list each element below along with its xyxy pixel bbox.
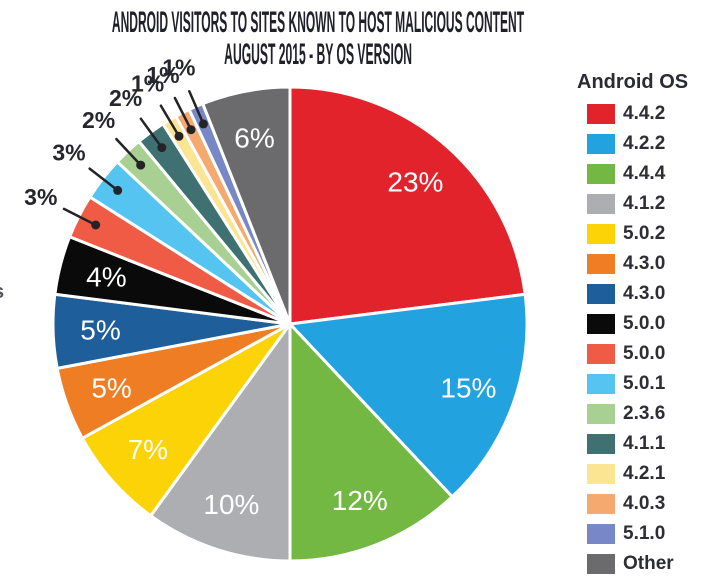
- callout-percentage-label: 2%: [109, 85, 142, 111]
- legend-label: 5.0.0: [623, 343, 666, 364]
- legend-swatch: [587, 494, 615, 514]
- legend-swatch: [587, 554, 615, 574]
- callout-line: [88, 167, 119, 192]
- callout-dot: [198, 119, 208, 129]
- legend-label: 5.1.0: [623, 523, 666, 544]
- callout-dot: [91, 220, 101, 230]
- pie-slice-4.1.2: [149, 322, 292, 563]
- legend-item-Other: Other: [587, 549, 719, 579]
- legend-label: 5.0.0: [623, 313, 666, 334]
- callout-percentage-label: 1%: [146, 62, 179, 88]
- callout-dot: [186, 125, 196, 135]
- legend: Android OS 4.4.2 4.2.2 4.4.4 4.1.2 5.0.2 4.3.…: [577, 71, 719, 579]
- callout-percentage-label: 1%: [131, 70, 164, 96]
- slice-percentage-label: 5%: [80, 315, 120, 346]
- pie-slice-5.0.2: [80, 322, 292, 518]
- legend-label: Other: [623, 553, 674, 574]
- chart-title-line2-text: AUGUST 2015 - BY OS VERSION: [224, 38, 412, 71]
- legend-item-4.2.1: 4.2.1: [587, 459, 719, 489]
- slice-percentage-label: 15%: [440, 373, 496, 404]
- callout-line: [188, 90, 205, 126]
- pie-slice-Other: [201, 85, 292, 326]
- legend-item-4.4.2: 4.4.2: [587, 99, 719, 129]
- legend-swatch: [587, 194, 615, 214]
- legend-label: 4.3.0: [623, 283, 666, 304]
- chart-title: ANDROID VISITORS TO SITES KNOWN TO HOST …: [0, 6, 720, 73]
- pie-slice-4.2.2: [288, 292, 529, 499]
- legend-label: 4.4.2: [623, 103, 666, 124]
- legend-label: 4.3.0: [623, 253, 666, 274]
- pie-slice-4.4.4: [288, 322, 454, 563]
- clipped-text-fragment: s: [0, 281, 4, 304]
- legend-label: 4.2.2: [623, 133, 666, 154]
- slice-percentage-label: 6%: [234, 122, 274, 153]
- legend-label: 2.3.6: [623, 403, 666, 424]
- legend-label: 4.4.4: [623, 163, 666, 184]
- legend-item-5.1.0: 5.1.0: [587, 519, 719, 549]
- legend-item-4.1.1: 4.1.1: [587, 429, 719, 459]
- slice-percentage-label: 23%: [387, 166, 443, 197]
- callout-percentage-label: 3%: [52, 140, 85, 166]
- chart-title-line1-text: ANDROID VISITORS TO SITES KNOWN TO HOST …: [111, 6, 525, 39]
- legend-swatch: [587, 104, 615, 124]
- legend-swatch: [587, 224, 615, 244]
- callout-dot: [136, 160, 146, 170]
- legend-swatch: [587, 254, 615, 274]
- callout-percentage-label: 1%: [162, 54, 195, 80]
- slice-percentage-label: 5%: [91, 373, 131, 404]
- legend-swatch: [587, 314, 615, 334]
- legend-item-4.3.0: 4.3.0: [587, 279, 719, 309]
- legend-label: 4.0.3: [623, 493, 666, 514]
- legend-item-4.0.3: 4.0.3: [587, 489, 719, 519]
- legend-swatch: [587, 284, 615, 304]
- legend-swatch: [587, 344, 615, 364]
- slice-percentage-label: 4%: [86, 261, 126, 292]
- legend-label: 4.1.2: [623, 193, 666, 214]
- legend-item-4.1.2: 4.1.2: [587, 189, 719, 219]
- slice-percentage-label: 7%: [128, 434, 168, 465]
- chart-title-line1: ANDROID VISITORS TO SITES KNOWN TO HOST …: [0, 6, 720, 41]
- callout-dot: [157, 143, 167, 153]
- legend-swatch: [587, 134, 615, 154]
- legend-item-5.0.2: 5.0.2: [587, 219, 719, 249]
- callout-percentage-label: 2%: [82, 107, 115, 133]
- legend-swatch: [587, 404, 615, 424]
- legend-swatch: [587, 374, 615, 394]
- legend-item-4.2.2: 4.2.2: [587, 129, 719, 159]
- slice-percentage-label: 10%: [203, 489, 259, 520]
- legend-label: 4.2.1: [623, 463, 666, 484]
- legend-swatch: [587, 464, 615, 484]
- callout-line: [173, 96, 193, 131]
- legend-rows: 4.4.2 4.2.2 4.4.4 4.1.2 5.0.2 4.3.0 4.3.0 5.0.0…: [577, 99, 719, 579]
- legend-swatch: [587, 164, 615, 184]
- callout-dot: [174, 131, 184, 141]
- pie-slices: [51, 85, 529, 563]
- slice-percentage-label: 12%: [332, 485, 388, 516]
- legend-item-5.0.0: 5.0.0: [587, 309, 719, 339]
- callout-dot: [113, 185, 123, 195]
- callout-percentage-label: 3%: [24, 184, 57, 210]
- callout-line: [115, 137, 142, 167]
- legend-title: Android OS: [577, 71, 689, 93]
- legend-label: 5.0.1: [623, 373, 666, 394]
- legend-item-5.0.0: 5.0.0: [587, 339, 719, 369]
- legend-label: 4.1.1: [623, 433, 666, 454]
- legend-item-5.0.1: 5.0.1: [587, 369, 719, 399]
- legend-swatch: [587, 434, 615, 454]
- legend-swatch: [587, 524, 615, 544]
- callout-line: [159, 104, 181, 138]
- legend-item-2.3.6: 2.3.6: [587, 399, 719, 429]
- legend-label: 5.0.2: [623, 223, 666, 244]
- slice-label-layer: 23%15%12%10%7%5%5%4%3%3%2%2%1%1%1%6%: [24, 54, 496, 520]
- legend-item-4.3.0: 4.3.0: [587, 249, 719, 279]
- chart-title-line2: AUGUST 2015 - BY OS VERSION: [0, 38, 720, 73]
- pie-slice-4.4.2: [288, 85, 527, 326]
- callout-line: [139, 117, 164, 149]
- callout-line: [62, 207, 97, 227]
- legend-item-4.4.4: 4.4.4: [587, 159, 719, 189]
- callout-layer: [62, 90, 208, 230]
